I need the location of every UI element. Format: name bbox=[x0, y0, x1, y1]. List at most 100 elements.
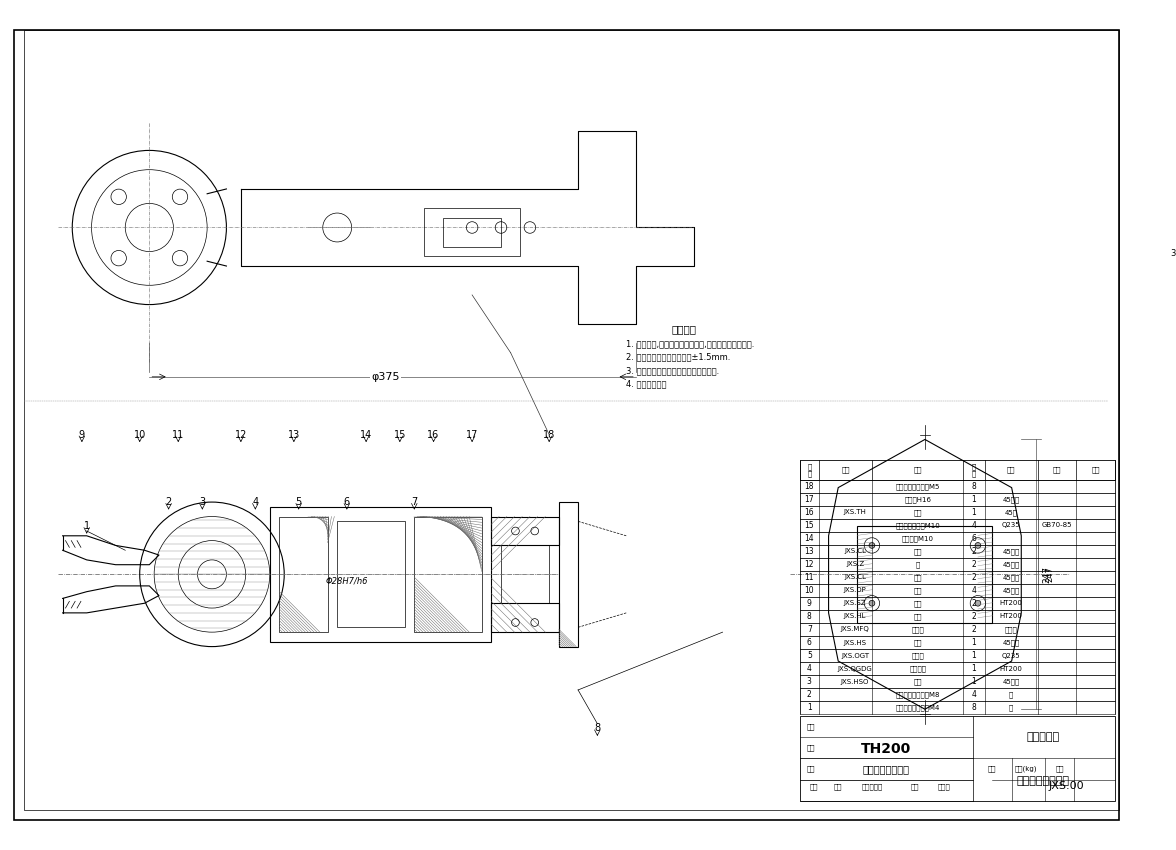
Text: 1: 1 bbox=[971, 495, 976, 504]
Text: 7: 7 bbox=[412, 497, 417, 507]
Bar bbox=[800, 493, 1115, 506]
Text: φ375: φ375 bbox=[372, 371, 400, 382]
Bar bbox=[800, 584, 1115, 597]
Text: 重量(kg): 重量(kg) bbox=[1015, 766, 1037, 773]
Text: 开槽锥端紧定螺钉M4: 开槽锥端紧定螺钉M4 bbox=[895, 705, 940, 711]
Text: 9: 9 bbox=[807, 599, 811, 608]
Text: JXS.OGT: JXS.OGT bbox=[841, 653, 869, 659]
Text: Φ28H7/h6: Φ28H7/h6 bbox=[326, 577, 368, 586]
Text: 齿轮: 齿轮 bbox=[914, 548, 922, 555]
Text: HT200: HT200 bbox=[1000, 666, 1023, 672]
Text: 气缸套: 气缸套 bbox=[911, 652, 924, 659]
Text: JXS.MFQ: JXS.MFQ bbox=[841, 626, 869, 632]
Text: 小型物料运送手臂: 小型物料运送手臂 bbox=[1017, 777, 1070, 786]
Text: 18: 18 bbox=[543, 429, 555, 439]
Text: 比例: 比例 bbox=[988, 766, 996, 773]
Text: 圆螺母H16: 圆螺母H16 bbox=[904, 496, 931, 502]
Bar bbox=[800, 688, 1115, 701]
Text: JXS.DP: JXS.DP bbox=[843, 587, 867, 593]
Text: 端盖: 端盖 bbox=[914, 587, 922, 594]
Text: 18: 18 bbox=[804, 482, 814, 491]
Bar bbox=[280, 517, 328, 632]
Text: 滑套: 滑套 bbox=[914, 639, 922, 646]
Text: TH200: TH200 bbox=[861, 742, 911, 756]
Text: 3: 3 bbox=[199, 497, 206, 507]
Text: 15: 15 bbox=[394, 429, 406, 439]
Text: 3. 齿轮及齿轮组合面及各孔径精度如图.: 3. 齿轮及齿轮组合面及各孔径精度如图. bbox=[627, 366, 720, 375]
Text: 3: 3 bbox=[807, 677, 811, 686]
Bar bbox=[800, 675, 1115, 688]
Text: 4: 4 bbox=[807, 664, 811, 673]
Bar bbox=[800, 506, 1115, 519]
Circle shape bbox=[869, 600, 875, 606]
Bar bbox=[800, 558, 1115, 571]
Text: 6: 6 bbox=[807, 638, 811, 647]
Text: 2: 2 bbox=[971, 599, 976, 608]
Text: 9: 9 bbox=[79, 429, 85, 439]
Text: JXS.TH: JXS.TH bbox=[843, 509, 867, 515]
Bar bbox=[800, 701, 1115, 714]
Text: 福建本大学: 福建本大学 bbox=[1027, 732, 1060, 742]
Circle shape bbox=[975, 542, 981, 548]
Text: 5: 5 bbox=[295, 497, 302, 507]
Text: JXS.00: JXS.00 bbox=[1049, 781, 1084, 791]
Text: 2: 2 bbox=[807, 690, 811, 699]
Text: 技术要求: 技术要求 bbox=[671, 324, 696, 334]
Text: 签名: 签名 bbox=[911, 783, 920, 790]
Circle shape bbox=[869, 542, 875, 548]
Text: 5: 5 bbox=[807, 651, 811, 660]
Text: 外六角圆柱螺钉M10: 外六角圆柱螺钉M10 bbox=[895, 522, 940, 529]
Text: 7: 7 bbox=[807, 625, 811, 634]
Text: 序
号: 序 号 bbox=[807, 463, 811, 477]
Text: 摆动缸: 摆动缸 bbox=[911, 626, 924, 632]
Text: 名称: 名称 bbox=[914, 467, 922, 473]
Text: 15: 15 bbox=[804, 521, 814, 530]
Text: 1: 1 bbox=[971, 508, 976, 517]
Bar bbox=[800, 532, 1115, 545]
Text: JXS.Z: JXS.Z bbox=[846, 562, 864, 568]
Text: 弹簧: 弹簧 bbox=[914, 509, 922, 516]
Text: 描图: 描图 bbox=[807, 766, 815, 773]
Text: JXS.CL: JXS.CL bbox=[844, 575, 866, 581]
Text: 2: 2 bbox=[971, 612, 976, 621]
Bar bbox=[492, 604, 559, 632]
Text: 轴: 轴 bbox=[916, 561, 920, 568]
Text: 2: 2 bbox=[166, 497, 172, 507]
Text: 247: 247 bbox=[1042, 566, 1051, 583]
Text: 4. 表面喷漆处理: 4. 表面喷漆处理 bbox=[627, 380, 667, 388]
Bar bbox=[800, 649, 1115, 662]
Bar bbox=[800, 610, 1115, 623]
Text: 标准件: 标准件 bbox=[1004, 626, 1017, 632]
Bar bbox=[800, 461, 1115, 480]
Text: 小型物料运送手臂: 小型物料运送手臂 bbox=[863, 764, 910, 774]
Bar bbox=[800, 597, 1115, 610]
Text: 1: 1 bbox=[971, 651, 976, 660]
Bar bbox=[559, 502, 579, 647]
Text: 1: 1 bbox=[971, 664, 976, 673]
Text: 12: 12 bbox=[235, 429, 247, 439]
Bar bbox=[338, 521, 405, 627]
Text: 横梁: 横梁 bbox=[914, 613, 922, 620]
Text: 11: 11 bbox=[804, 573, 814, 582]
Text: 17: 17 bbox=[466, 429, 479, 439]
Text: 2. 未注倒角不大于主体倒角±1.5mm.: 2. 未注倒角不大于主体倒角±1.5mm. bbox=[627, 353, 730, 362]
Text: 45钢: 45钢 bbox=[1004, 509, 1017, 516]
Text: 开槽锥端紧定螺钉M8: 开槽锥端紧定螺钉M8 bbox=[895, 691, 940, 698]
Text: 材料: 材料 bbox=[1007, 467, 1015, 473]
Text: 10: 10 bbox=[804, 586, 814, 595]
Bar bbox=[857, 526, 993, 622]
Text: 4: 4 bbox=[971, 690, 976, 699]
Text: JXS.SZ: JXS.SZ bbox=[843, 600, 867, 607]
Bar bbox=[800, 636, 1115, 649]
Bar bbox=[800, 571, 1115, 584]
Text: 共页: 共页 bbox=[1056, 766, 1064, 773]
Text: 8: 8 bbox=[594, 723, 601, 734]
Text: 数
量: 数 量 bbox=[971, 463, 976, 477]
Bar bbox=[443, 218, 501, 246]
Text: 2: 2 bbox=[971, 560, 976, 569]
Text: 设计: 设计 bbox=[807, 723, 815, 730]
Text: 8: 8 bbox=[971, 703, 976, 712]
Text: 17: 17 bbox=[804, 495, 814, 504]
Text: 247: 247 bbox=[1045, 566, 1055, 582]
Text: 1: 1 bbox=[83, 521, 89, 531]
